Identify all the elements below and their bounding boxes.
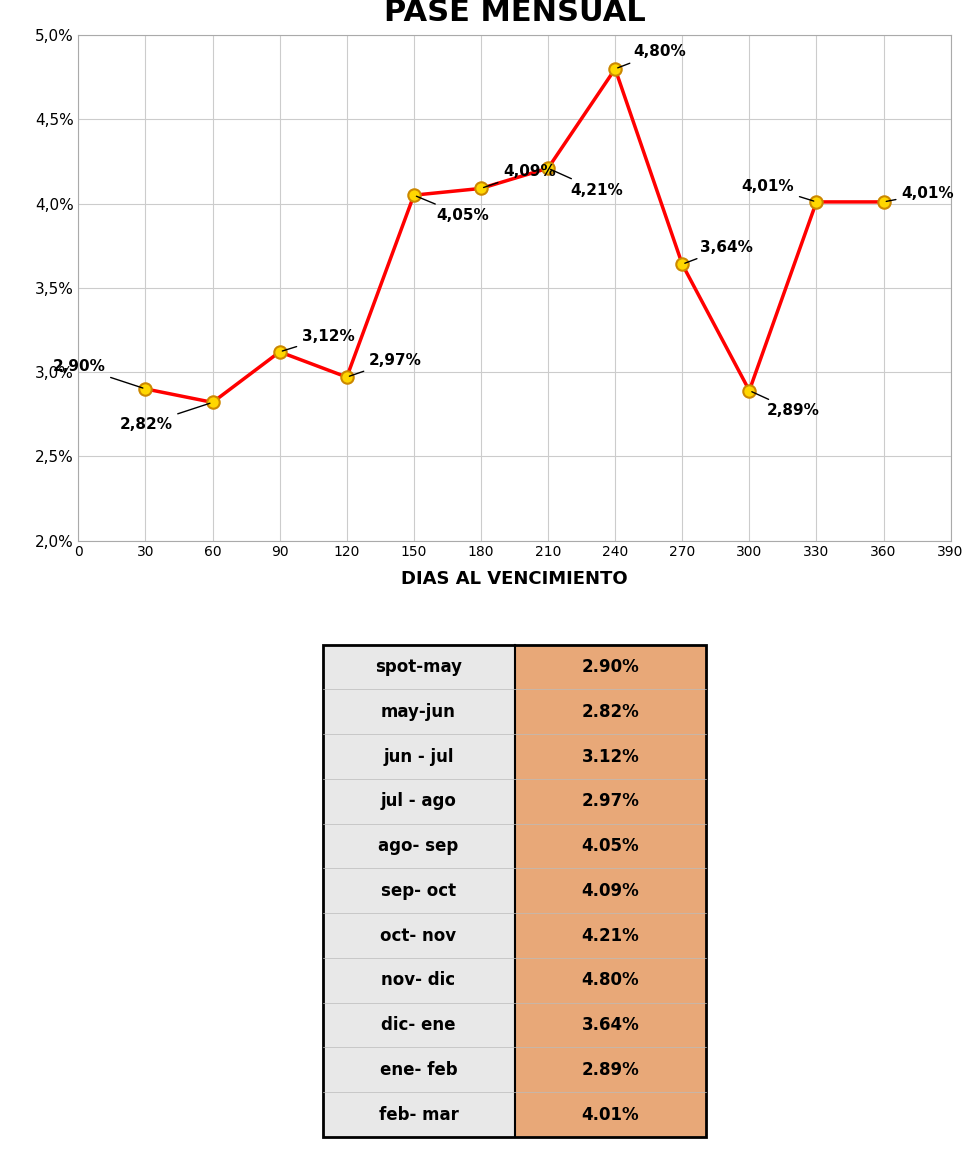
Bar bbox=[322, 958, 514, 1002]
Text: 3.64%: 3.64% bbox=[581, 1016, 639, 1034]
Bar bbox=[322, 1093, 514, 1137]
Text: 2.89%: 2.89% bbox=[581, 1061, 639, 1078]
Text: feb- mar: feb- mar bbox=[378, 1105, 459, 1124]
Point bbox=[876, 192, 892, 211]
Text: 3,12%: 3,12% bbox=[282, 329, 355, 351]
Text: 2.97%: 2.97% bbox=[581, 793, 639, 810]
Bar bbox=[514, 1093, 707, 1137]
Text: jun - jul: jun - jul bbox=[383, 747, 454, 766]
Text: oct- nov: oct- nov bbox=[380, 926, 457, 945]
Point bbox=[473, 179, 489, 198]
Bar bbox=[322, 644, 707, 1137]
Text: dic- ene: dic- ene bbox=[381, 1016, 456, 1034]
Bar bbox=[514, 913, 707, 958]
Point bbox=[608, 60, 623, 78]
Text: 2,90%: 2,90% bbox=[52, 359, 143, 388]
Text: may-jun: may-jun bbox=[381, 703, 456, 720]
Text: 4,09%: 4,09% bbox=[483, 164, 556, 187]
Text: 2.90%: 2.90% bbox=[581, 658, 639, 676]
Text: 2.82%: 2.82% bbox=[581, 703, 639, 720]
Bar bbox=[322, 779, 514, 823]
Text: 3.12%: 3.12% bbox=[581, 747, 639, 766]
Text: 4.01%: 4.01% bbox=[581, 1105, 639, 1124]
Bar bbox=[322, 690, 514, 734]
Bar bbox=[322, 869, 514, 913]
Point bbox=[271, 342, 287, 361]
Point bbox=[674, 255, 690, 274]
Bar bbox=[322, 1048, 514, 1093]
Text: 2,97%: 2,97% bbox=[350, 352, 422, 376]
Point bbox=[406, 186, 421, 205]
Text: ene- feb: ene- feb bbox=[379, 1061, 458, 1078]
Text: 4,01%: 4,01% bbox=[742, 179, 813, 201]
X-axis label: DIAS AL VENCIMIENTO: DIAS AL VENCIMIENTO bbox=[401, 570, 628, 589]
Point bbox=[339, 368, 355, 386]
Bar bbox=[514, 734, 707, 779]
Bar bbox=[322, 734, 514, 779]
Point bbox=[205, 393, 220, 412]
Title: PASE MENSUAL: PASE MENSUAL bbox=[383, 0, 646, 27]
Text: 3,64%: 3,64% bbox=[685, 240, 753, 263]
Bar bbox=[322, 823, 514, 869]
Text: sep- oct: sep- oct bbox=[381, 882, 456, 899]
Text: ago- sep: ago- sep bbox=[378, 837, 459, 855]
Text: 4,01%: 4,01% bbox=[886, 186, 954, 201]
Text: 4.09%: 4.09% bbox=[581, 882, 639, 899]
Text: 4.80%: 4.80% bbox=[581, 971, 639, 989]
Bar bbox=[514, 690, 707, 734]
Text: 2,89%: 2,89% bbox=[752, 392, 820, 418]
Text: 4,80%: 4,80% bbox=[617, 44, 686, 68]
Text: jul - ago: jul - ago bbox=[380, 793, 457, 810]
Bar bbox=[514, 1002, 707, 1048]
Bar bbox=[514, 869, 707, 913]
Text: 4,21%: 4,21% bbox=[551, 170, 623, 198]
Bar bbox=[322, 644, 514, 690]
Text: 2,82%: 2,82% bbox=[120, 403, 210, 432]
Bar bbox=[514, 644, 707, 690]
Text: 4,05%: 4,05% bbox=[416, 197, 489, 222]
Bar bbox=[514, 823, 707, 869]
Text: 4.05%: 4.05% bbox=[581, 837, 639, 855]
Point bbox=[540, 159, 556, 178]
Bar bbox=[322, 1002, 514, 1048]
Bar bbox=[322, 913, 514, 958]
Text: 4.21%: 4.21% bbox=[581, 926, 639, 945]
Point bbox=[808, 192, 824, 211]
Text: nov- dic: nov- dic bbox=[381, 971, 456, 989]
Point bbox=[137, 379, 153, 398]
Bar bbox=[514, 958, 707, 1002]
Text: spot-may: spot-may bbox=[375, 658, 462, 676]
Point bbox=[742, 382, 758, 400]
Bar bbox=[514, 1048, 707, 1093]
Bar bbox=[514, 779, 707, 823]
